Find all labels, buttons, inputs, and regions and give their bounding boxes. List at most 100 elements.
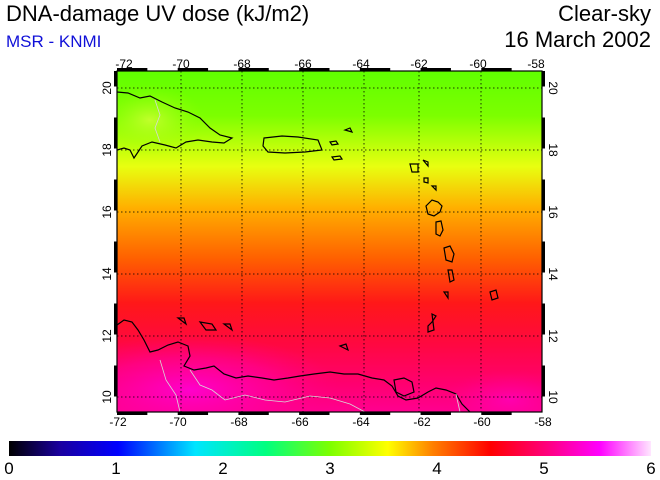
edge-bar bbox=[114, 303, 117, 335]
puerto-rico-coast bbox=[262, 135, 323, 154]
st-vincent-coast bbox=[442, 291, 449, 300]
right-lat-tick: 18 bbox=[546, 143, 560, 157]
sky-condition: Clear-sky bbox=[558, 1, 651, 26]
right-lat-ticks: 20 18 16 14 12 10 bbox=[546, 81, 560, 404]
edge-bar bbox=[420, 68, 451, 71]
colorbar-tick: 0 bbox=[4, 459, 13, 478]
bottom-lon-tick: -58 bbox=[534, 415, 552, 429]
edge-bar bbox=[542, 71, 545, 87]
top-lon-ticks: -72 -70 -68 -66 -64 -62 -60 -58 bbox=[115, 57, 545, 71]
edge-bar bbox=[359, 68, 391, 71]
colorbar-tick: 3 bbox=[325, 459, 334, 478]
right-lat-tick: 20 bbox=[546, 81, 560, 95]
bottom-lon-tick: -64 bbox=[352, 415, 370, 429]
bonaire-coast bbox=[198, 321, 218, 331]
edge-bar bbox=[114, 365, 117, 397]
edge-bar bbox=[114, 117, 117, 149]
island-3 bbox=[330, 155, 344, 161]
bottom-lon-tick: -60 bbox=[473, 415, 491, 429]
island-1 bbox=[328, 140, 340, 146]
top-lon-tick: -58 bbox=[527, 57, 545, 71]
edge-bar bbox=[481, 412, 512, 415]
high-dose-south-patch bbox=[117, 335, 340, 412]
curacao-coast bbox=[176, 317, 188, 326]
hispaniola-coast bbox=[117, 91, 234, 160]
left-lat-tick: 16 bbox=[100, 205, 114, 219]
right-lat-tick: 16 bbox=[546, 205, 560, 219]
martinique-coast bbox=[443, 245, 455, 263]
source-label: MSR - KNMI bbox=[6, 32, 102, 51]
haiti-dr-border bbox=[154, 99, 161, 143]
colorbar-tick: 5 bbox=[539, 459, 548, 478]
edge-bar bbox=[114, 241, 117, 273]
edge-bar bbox=[542, 179, 545, 211]
chart-title: DNA-damage UV dose (kJ/m2) bbox=[6, 1, 310, 26]
island-2 bbox=[343, 127, 354, 133]
top-lon-tick: -68 bbox=[233, 57, 251, 71]
bottom-lon-tick: -70 bbox=[169, 415, 187, 429]
right-lat-tick: 14 bbox=[546, 267, 560, 281]
island-6 bbox=[423, 177, 429, 184]
edge-bar bbox=[359, 412, 391, 415]
edge-bar bbox=[299, 412, 330, 415]
edge-bar bbox=[542, 117, 545, 149]
colombia-venezuela-border bbox=[159, 359, 181, 412]
bottom-lon-tick: -66 bbox=[291, 415, 309, 429]
island-7 bbox=[430, 185, 437, 192]
island-5 bbox=[422, 159, 429, 168]
bottom-lon-tick: -62 bbox=[413, 415, 431, 429]
edge-bar bbox=[420, 412, 451, 415]
island-4 bbox=[409, 163, 419, 173]
edge-bar bbox=[481, 68, 512, 71]
south-america-coast bbox=[117, 319, 471, 412]
grenada-coast bbox=[427, 312, 437, 333]
edge-bar bbox=[117, 412, 148, 415]
high-dose-southeast-patch bbox=[440, 370, 542, 412]
colorbar-tick: 4 bbox=[432, 459, 441, 478]
top-lon-tick: -64 bbox=[352, 57, 370, 71]
st-lucia-coast bbox=[447, 269, 455, 283]
colorbar-ticks: 0 1 2 3 4 5 6 bbox=[4, 459, 655, 478]
left-lat-tick: 10 bbox=[100, 390, 114, 404]
top-lon-tick: -62 bbox=[410, 57, 428, 71]
edge-bar bbox=[238, 412, 269, 415]
edge-bar bbox=[542, 303, 545, 335]
top-lon-tick: -72 bbox=[115, 57, 133, 71]
edge-bar bbox=[117, 68, 148, 71]
top-lon-tick: -66 bbox=[294, 57, 312, 71]
country-borders bbox=[154, 99, 461, 412]
barbados-coast bbox=[489, 289, 499, 301]
graticule bbox=[117, 71, 542, 412]
edge-bar bbox=[542, 365, 545, 397]
venezuela-interior-boundaries bbox=[189, 369, 366, 412]
left-lat-tick: 14 bbox=[100, 267, 114, 281]
right-lat-tick: 10 bbox=[546, 390, 560, 404]
left-lat-ticks: 20 18 16 14 12 10 bbox=[100, 81, 114, 404]
margarita-coast bbox=[338, 343, 350, 352]
map-edge-bars bbox=[114, 68, 545, 415]
guyana-border bbox=[455, 393, 461, 412]
left-lat-tick: 12 bbox=[100, 329, 114, 343]
colorbar-tick: 2 bbox=[218, 459, 227, 478]
edge-bar bbox=[114, 71, 117, 87]
colorbar-tick: 1 bbox=[111, 459, 120, 478]
top-lon-tick: -60 bbox=[469, 57, 487, 71]
top-lon-tick: -70 bbox=[172, 57, 190, 71]
coastlines bbox=[117, 91, 499, 412]
edge-bar bbox=[299, 68, 330, 71]
dominica-coast bbox=[435, 220, 444, 237]
edge-bar bbox=[542, 241, 545, 273]
edge-bar bbox=[238, 68, 269, 71]
edge-bar bbox=[177, 412, 209, 415]
aruba-coast bbox=[222, 323, 234, 332]
edge-bar bbox=[177, 68, 209, 71]
bottom-lon-tick: -72 bbox=[109, 415, 127, 429]
high-dose-north-patch bbox=[117, 85, 205, 155]
edge-bar bbox=[114, 179, 117, 211]
left-lat-tick: 20 bbox=[100, 81, 114, 95]
date-label: 16 March 2002 bbox=[504, 27, 651, 52]
right-lat-tick: 12 bbox=[546, 329, 560, 343]
colorbar bbox=[9, 441, 651, 456]
map-field bbox=[117, 71, 542, 412]
